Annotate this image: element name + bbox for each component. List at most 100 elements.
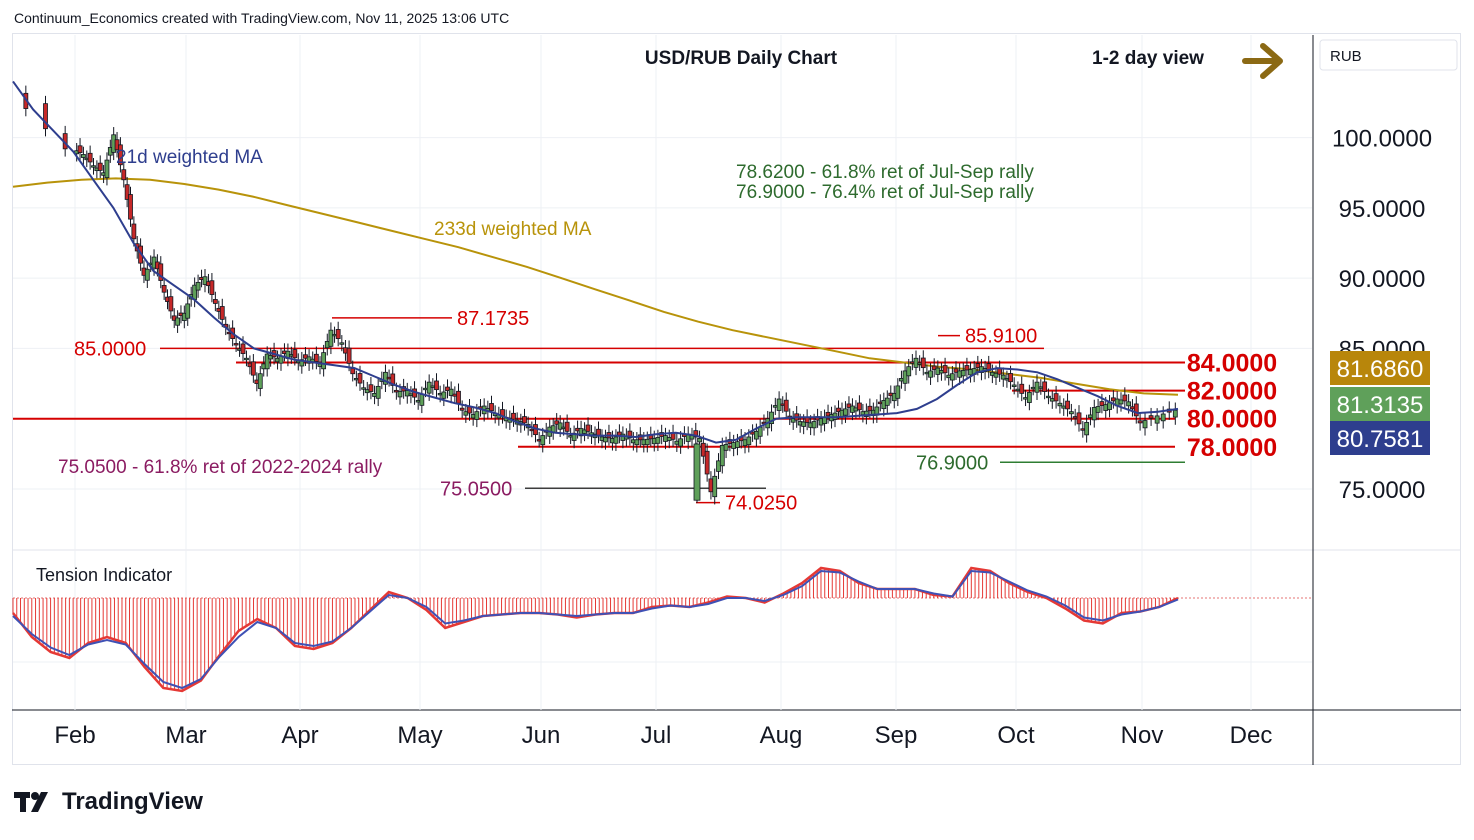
- candle-body: [1110, 397, 1116, 402]
- candle-body: [540, 435, 546, 446]
- candle-body: [557, 422, 563, 430]
- candle-body: [613, 436, 619, 444]
- mark-label: 87.1735: [457, 308, 529, 330]
- x-tick-label: May: [397, 722, 442, 749]
- candle-body: [128, 194, 133, 220]
- candle-body: [906, 366, 912, 377]
- candle-body: [627, 430, 633, 439]
- candle-body: [257, 373, 263, 389]
- tension-indicator: Tension Indicator: [12, 565, 1312, 693]
- candle-body: [158, 263, 164, 281]
- level-label: 84.0000: [1187, 349, 1277, 377]
- candle-body: [719, 444, 725, 467]
- candle-body: [1015, 388, 1021, 392]
- x-tick-label: Mar: [165, 722, 206, 749]
- brand-name: TradingView: [62, 788, 203, 815]
- candle-body: [328, 329, 334, 347]
- candle-body: [81, 154, 86, 158]
- candle-body: [949, 373, 955, 381]
- candle-body: [585, 424, 591, 432]
- candle-body: [346, 347, 352, 364]
- x-tick-label: Sep: [875, 722, 918, 749]
- ma21-path: [12, 80, 1179, 444]
- price-badge: [1330, 421, 1430, 455]
- y-axis[interactable]: 100.000095.000090.000085.000075.0000RUB8…: [1319, 39, 1458, 504]
- candle-body: [993, 372, 999, 378]
- candle-body: [1011, 384, 1017, 388]
- view-label: 1-2 day view: [1092, 48, 1204, 69]
- candle-body: [857, 402, 862, 411]
- x-tick-label: Jul: [641, 722, 672, 749]
- y-tick-label: 75.0000: [1339, 477, 1426, 504]
- candle-body: [313, 353, 319, 362]
- mark-label: 85.9100: [965, 326, 1037, 348]
- candle-body: [884, 397, 890, 406]
- candle-body: [87, 152, 93, 163]
- candle-body: [895, 385, 901, 399]
- x-tick-label: Jun: [522, 722, 561, 749]
- candle-body: [292, 349, 298, 359]
- tension-label: Tension Indicator: [36, 565, 172, 585]
- candle-body: [233, 343, 239, 346]
- candle-body: [1084, 422, 1090, 436]
- candle-body: [1133, 403, 1139, 417]
- candle-body: [634, 439, 640, 446]
- candle-body: [1137, 420, 1143, 424]
- candle-body: [735, 441, 740, 448]
- candle-body: [1160, 413, 1166, 422]
- candle-body: [250, 361, 256, 376]
- candle-body: [1076, 412, 1082, 425]
- candle-body: [195, 281, 201, 291]
- candle-body: [161, 285, 167, 293]
- x-tick-label: Feb: [54, 722, 95, 749]
- tradingview-brand[interactable]: TradingView: [14, 788, 203, 816]
- tradingview-logo-icon: [14, 792, 48, 812]
- candle-body: [131, 223, 137, 240]
- view-arrow-icon: [1242, 43, 1283, 79]
- candle-body: [97, 162, 103, 171]
- candle-body: [746, 436, 752, 446]
- y-tick-label: 95.0000: [1339, 196, 1426, 223]
- x-axis[interactable]: Feb Mar Apr May Jun Jul Aug Sep Oct Nov Dec: [54, 722, 1272, 749]
- price-badge-label: 81.3135: [1337, 392, 1424, 419]
- candle-body: [1103, 404, 1109, 411]
- level-label: 78.0000: [1187, 434, 1277, 462]
- candle-body: [321, 352, 327, 370]
- candle-body: [867, 405, 873, 412]
- candle-body: [769, 411, 774, 425]
- horizontal-levels: [13, 317, 1185, 504]
- candle-body: [564, 421, 570, 432]
- candle-body: [361, 387, 367, 390]
- y-tick-label: 90.0000: [1339, 266, 1426, 293]
- candle-body: [1057, 402, 1063, 407]
- ma233-label: 233d weighted MA: [434, 219, 592, 240]
- x-tick-label: Nov: [1121, 722, 1164, 749]
- candle-body: [419, 393, 425, 406]
- candle-body: [522, 416, 527, 424]
- candle-body: [209, 280, 215, 295]
- candle-body: [700, 442, 706, 457]
- candle-body: [339, 342, 345, 345]
- candle-body: [942, 365, 948, 374]
- candle-body: [489, 403, 494, 412]
- candle-body: [1038, 386, 1044, 389]
- candle-body: [118, 144, 123, 166]
- candle-body: [368, 384, 374, 392]
- candle-body: [964, 365, 970, 371]
- candle-body: [448, 388, 454, 396]
- candle-body: [1019, 383, 1025, 394]
- candle-body: [299, 359, 305, 367]
- price-badge-label: 81.6860: [1337, 356, 1424, 383]
- candle-body: [1061, 405, 1067, 409]
- candle-body: [335, 329, 341, 339]
- candle-body: [920, 357, 926, 369]
- candle-body: [1026, 392, 1032, 403]
- candle-body: [655, 437, 661, 444]
- currency-box: [1319, 39, 1458, 71]
- mark-label: 76.9000: [916, 452, 988, 474]
- candle-body: [1130, 406, 1135, 410]
- candle-body: [397, 391, 403, 398]
- ma21-label: 21d weighted MA: [116, 147, 263, 168]
- candle-body: [1065, 400, 1070, 410]
